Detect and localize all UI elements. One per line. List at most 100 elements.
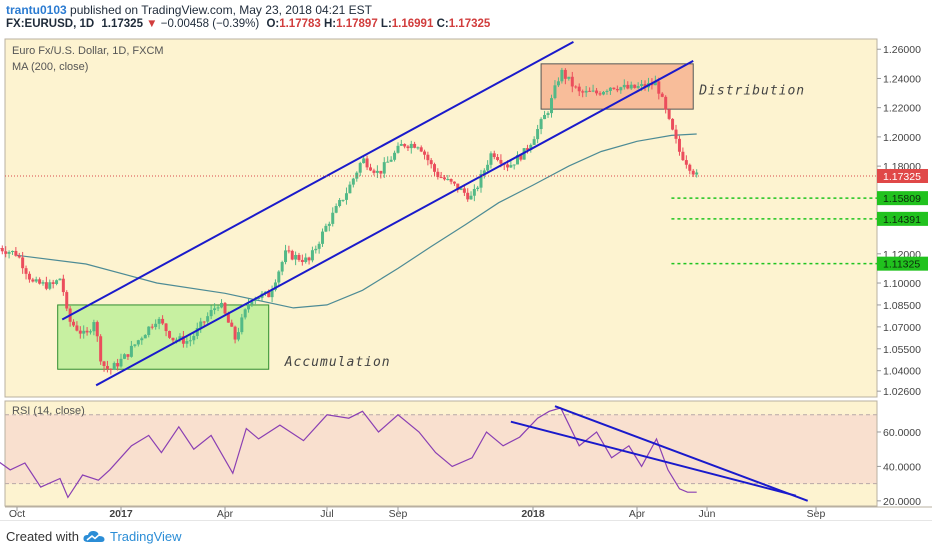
close-value: 1.17325 [449, 18, 491, 30]
candle-body-71 [240, 317, 243, 332]
candle-body-112 [379, 171, 382, 174]
candle-body-11 [35, 279, 38, 281]
time-axis-label-5: 2018 [521, 508, 545, 520]
candle-body-146 [493, 153, 496, 157]
candle-body-86 [291, 251, 294, 260]
candle-body-45 [151, 327, 154, 328]
candle-body-144 [486, 165, 489, 171]
candle-body-15 [48, 282, 51, 289]
open-label: O: [266, 18, 279, 30]
candle-body-176 [595, 91, 598, 94]
tradingview-brand[interactable]: TradingView [110, 529, 182, 544]
candle-body-116 [393, 153, 396, 160]
price-axis-label-7: 1.08500 [883, 300, 921, 312]
candle-body-27 [89, 331, 92, 332]
candle-body-204 [692, 171, 695, 175]
candle-body-33 [109, 369, 112, 370]
candle-body-168 [567, 77, 570, 79]
candle-body-30 [99, 336, 102, 361]
candle-body-13 [42, 282, 45, 283]
candle-body-169 [571, 77, 574, 87]
candle-body-61 [206, 316, 209, 321]
candle-body-95 [321, 232, 324, 244]
candle-body-198 [671, 119, 674, 130]
candle-body-119 [403, 144, 406, 146]
open-value: 1.17783 [279, 18, 321, 30]
candle-body-189 [640, 84, 643, 86]
candle-body-158 [533, 139, 536, 145]
candle-body-134 [453, 182, 456, 184]
candle-body-141 [476, 188, 479, 189]
price-axis-label-0: 1.26000 [883, 44, 921, 56]
candle-body-165 [557, 81, 560, 85]
candle-body-178 [602, 92, 605, 95]
candle-body-139 [470, 196, 473, 200]
rsi-axis-label-2: 20.0000 [883, 496, 921, 508]
candle-body-1 [1, 248, 4, 251]
candle-body-103 [348, 185, 351, 194]
candle-body-73 [247, 304, 250, 309]
candle-body-32 [106, 366, 109, 369]
price-axis-label-1: 1.24000 [883, 73, 921, 85]
rsi-axis-label-0: 60.0000 [883, 427, 921, 439]
candle-body-145 [489, 153, 492, 164]
last-price-tag-label: 1.17325 [883, 171, 921, 183]
price-axis-label-6: 1.10000 [883, 278, 921, 290]
candle-body-39 [130, 346, 133, 357]
rsi-band [5, 415, 877, 484]
candle-body-41 [137, 340, 140, 344]
footer-bar: Created with TradingView [0, 520, 932, 551]
candle-body-51 [172, 338, 175, 340]
publish-info: published on TradingView.com, May 23, 20… [70, 3, 372, 17]
candle-body-160 [540, 119, 543, 129]
publisher-name[interactable]: trantu0103 [6, 3, 67, 17]
candle-body-163 [550, 98, 553, 113]
time-axis-label-7: Jun [699, 508, 716, 520]
candle-body-46 [154, 324, 157, 327]
candle-body-42 [140, 338, 143, 340]
candle-body-37 [123, 354, 126, 359]
candle-body-102 [345, 193, 348, 200]
candle-body-56 [189, 340, 192, 341]
price-axis-label-11: 1.02600 [883, 386, 921, 398]
candle-body-182 [616, 89, 619, 90]
candle-body-130 [440, 177, 443, 178]
candle-body-82 [277, 272, 280, 283]
candle-body-49 [165, 323, 168, 331]
candle-body-101 [342, 200, 345, 201]
candle-body-185 [626, 85, 629, 89]
created-with-label: Created with [6, 529, 79, 544]
candle-body-137 [463, 188, 466, 192]
candle-body-47 [158, 319, 161, 324]
candle-body-171 [578, 87, 581, 92]
low-value: 1.16991 [392, 18, 434, 30]
candle-body-2 [4, 251, 7, 254]
candle-body-12 [38, 279, 41, 283]
candle-body-197 [668, 110, 671, 119]
candle-body-205 [695, 172, 698, 174]
candle-body-183 [619, 87, 622, 90]
candle-body-122 [413, 144, 416, 148]
candle-body-48 [161, 319, 164, 324]
candle-body-106 [359, 163, 362, 173]
candle-body-200 [678, 139, 681, 152]
time-axis-label-1: 2017 [109, 508, 133, 520]
ohlc-line: FX:EURUSD, 1D 1.17325 ▼ −0.00458 (−0.39%… [6, 18, 490, 30]
candle-body-99 [335, 206, 338, 213]
candle-body-104 [352, 179, 355, 185]
candle-body-159 [536, 129, 539, 139]
candle-body-89 [301, 260, 304, 262]
candle-body-108 [366, 158, 369, 167]
candle-body-147 [496, 157, 499, 160]
candle-body-126 [426, 155, 429, 160]
symbol-label: FX:EURUSD, 1D [6, 18, 94, 30]
candle-body-170 [574, 86, 577, 87]
price-axis-label-3: 1.20000 [883, 132, 921, 144]
time-axis-label-8: Sep [807, 508, 826, 520]
tradingview-cloud-icon[interactable] [82, 529, 106, 545]
high-label: H: [324, 18, 336, 30]
candle-body-97 [328, 224, 331, 226]
candle-body-138 [466, 193, 469, 200]
candle-body-121 [410, 144, 413, 148]
